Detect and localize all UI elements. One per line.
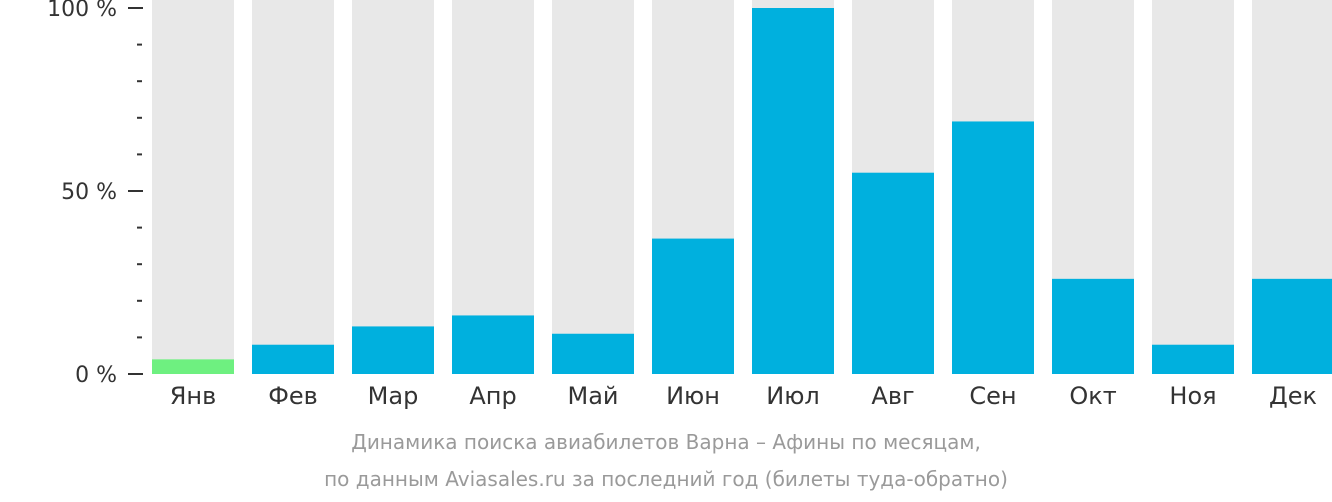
x-tick-label: Мар: [368, 382, 419, 410]
bar-chart: 0 % 50 % 100 % Янв Фев Мар Апр Май Июн Июл Авг Сен…: [47, 0, 1332, 410]
y-tick-label: 50 %: [61, 180, 117, 205]
bars: [152, 8, 1332, 375]
y-tick-label: 0 %: [75, 363, 117, 388]
x-tick-label: Авг: [871, 382, 914, 410]
bar-track: [452, 0, 534, 374]
bar-track: [152, 0, 234, 374]
x-tick-label: Янв: [170, 382, 217, 410]
x-tick-label: Июн: [666, 382, 720, 410]
bar-tracks: [152, 0, 1332, 374]
chart-caption-line-2: по данным Aviasales.ru за последний год …: [324, 467, 1008, 491]
x-tick-label: Окт: [1069, 382, 1116, 410]
x-tick-label: Апр: [469, 382, 516, 410]
bar-2: [252, 344, 334, 374]
x-tick-label: Фев: [268, 382, 318, 410]
chart-caption-line-1: Динамика поиска авиабилетов Варна – Афин…: [351, 430, 981, 454]
bar-track: [352, 0, 434, 374]
bar-5: [552, 333, 634, 374]
bar-11: [1152, 344, 1234, 374]
bar-3: [352, 326, 434, 374]
x-tick-label: Сен: [969, 382, 1016, 410]
bar-track: [552, 0, 634, 374]
bar-9: [952, 121, 1034, 375]
bar-4: [452, 315, 534, 374]
x-tick-label: Май: [567, 382, 618, 410]
y-tick-label: 100 %: [47, 0, 117, 22]
x-tick-label: Ноя: [1169, 382, 1216, 410]
bar-track: [1152, 0, 1234, 374]
bar-8: [852, 172, 934, 374]
x-axis-labels: Янв Фев Мар Апр Май Июн Июл Авг Сен Окт Ноя Дек: [170, 382, 1317, 410]
x-tick-label: Июл: [766, 382, 820, 410]
bar-track: [252, 0, 334, 374]
bar-1: [152, 359, 234, 374]
y-axis: 0 % 50 % 100 %: [47, 0, 143, 388]
bar-10: [1052, 278, 1134, 374]
bar-7: [752, 8, 834, 374]
bar-6: [652, 238, 734, 374]
x-tick-label: Дек: [1269, 382, 1317, 410]
bar-12: [1252, 278, 1332, 374]
